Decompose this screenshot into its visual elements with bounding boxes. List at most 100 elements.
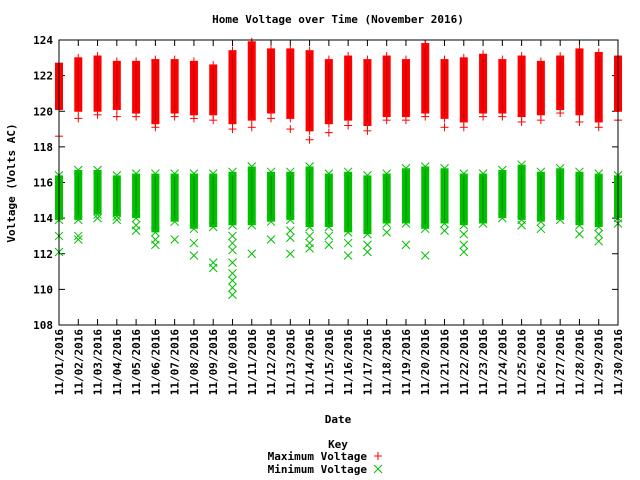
data-marks	[54, 37, 623, 300]
maximum-voltage-point	[170, 55, 179, 64]
minimum-voltage-point	[285, 167, 295, 177]
minimum-voltage-point	[112, 171, 122, 180]
minimum-voltage-point-stroke	[363, 171, 372, 180]
y-tick-label: 114	[33, 212, 53, 225]
x-tick-label: 11/26/2016	[535, 329, 548, 396]
minimum-voltage-point	[420, 162, 430, 171]
maximum-voltage-point	[74, 53, 83, 62]
y-tick-label: 108	[33, 319, 53, 332]
minimum-voltage-point	[228, 167, 237, 177]
minimum-voltage-point	[266, 235, 276, 244]
minimum-voltage-point	[440, 219, 449, 228]
y-tick-label: 120	[33, 105, 53, 118]
minimum-voltage-point	[189, 224, 199, 234]
minimum-voltage-point-stroke	[189, 251, 199, 260]
maximum-voltage-point	[189, 57, 198, 66]
minimum-voltage-point-stroke	[575, 167, 584, 177]
minimum-voltage-point	[93, 210, 102, 219]
minimum-voltage-point-stroke	[228, 220, 237, 230]
minimum-voltage-point	[594, 222, 604, 232]
minimum-voltage-point	[151, 235, 160, 244]
minimum-voltage-point-stroke	[382, 169, 392, 178]
minimum-voltage-point-stroke	[247, 220, 257, 230]
x-tick-label: 11/18/2016	[381, 329, 394, 396]
minimum-voltage-point-stroke	[343, 251, 353, 260]
x-tick-label: 11/08/2016	[188, 329, 201, 396]
minimum-voltage-point	[324, 231, 334, 241]
minimum-voltage-point-stroke	[131, 220, 141, 230]
minimum-voltage-point-stroke	[228, 245, 237, 255]
legend-marker-minimum-voltage	[373, 464, 383, 474]
x-tick-label: 11/30/2016	[612, 329, 625, 396]
minimum-voltage-point	[228, 238, 237, 248]
maximum-voltage-point	[382, 112, 391, 121]
minimum-voltage-point	[440, 226, 449, 235]
minimum-voltage-point-stroke	[170, 169, 180, 178]
minimum-voltage-point	[228, 276, 237, 285]
minimum-voltage-point	[189, 251, 199, 260]
minimum-voltage-point	[170, 169, 180, 178]
minimum-voltage-point-stroke	[575, 220, 584, 230]
x-tick-label: 11/01/2016	[53, 329, 66, 396]
minimum-voltage-point-stroke	[189, 224, 199, 234]
minimum-voltage-point	[285, 249, 295, 259]
minimum-voltage-point	[189, 169, 199, 178]
minimum-voltage-point-stroke	[420, 224, 430, 234]
minimum-voltage-point-stroke	[420, 251, 430, 260]
minimum-voltage-point	[440, 163, 449, 173]
maximum-voltage-point	[479, 109, 488, 118]
legend-marker-symbol	[373, 464, 383, 474]
maximum-voltage-point	[112, 105, 121, 114]
minimum-voltage-point	[517, 160, 526, 170]
maximum-voltage-point	[479, 50, 488, 59]
minimum-voltage-point	[555, 215, 565, 225]
minimum-voltage-point-stroke	[401, 163, 411, 173]
maximum-voltage-point	[459, 117, 468, 126]
minimum-voltage-point	[208, 169, 218, 178]
minimum-voltage-point	[343, 167, 353, 177]
maximum-voltage-point	[517, 112, 526, 121]
minimum-voltage-point	[131, 169, 141, 178]
legend-label-minimum-voltage: Minimum Voltage	[268, 463, 368, 476]
minimum-voltage-point	[228, 258, 237, 268]
maximum-voltage-point	[536, 110, 545, 119]
minimum-voltage-point-stroke	[112, 211, 122, 221]
maximum-voltage-point	[305, 135, 314, 144]
x-tick-label: 11/14/2016	[304, 329, 317, 396]
x-tick-label: 11/19/2016	[400, 329, 413, 396]
minimum-voltage-point-stroke	[151, 228, 160, 237]
maximum-voltage-point	[267, 44, 276, 53]
minimum-voltage-point	[305, 222, 314, 232]
plot-frame	[58, 39, 619, 326]
minimum-voltage-point	[93, 213, 102, 223]
maximum-voltage-point	[286, 44, 295, 53]
minimum-voltage-point-stroke	[343, 167, 353, 177]
minimum-voltage-point	[459, 169, 469, 178]
x-tick-label: 11/25/2016	[516, 329, 529, 396]
minimum-voltage-point	[208, 222, 218, 232]
maximum-voltage-point	[247, 123, 256, 132]
minimum-voltage-point	[575, 220, 584, 230]
maximum-voltage-point	[151, 55, 160, 64]
minimum-voltage-point-stroke	[343, 238, 353, 248]
minimum-voltage-point	[305, 238, 314, 248]
maximum-voltage-point	[112, 112, 121, 121]
minimum-voltage-point-stroke	[305, 222, 314, 232]
y-axis-label: Voltage (Volts AC)	[5, 123, 18, 242]
minimum-voltage-point-stroke	[382, 219, 392, 228]
minimum-voltage-point-stroke	[266, 235, 276, 244]
minimum-voltage-point-stroke	[363, 240, 372, 250]
minimum-voltage-point	[228, 283, 237, 292]
x-axis-label: Date	[325, 413, 352, 426]
minimum-voltage-point-stroke	[170, 217, 180, 227]
minimum-voltage-point-stroke	[594, 229, 604, 239]
minimum-voltage-point-stroke	[497, 213, 507, 223]
maximum-voltage-point	[286, 125, 295, 134]
minimum-voltage-point-stroke	[440, 163, 449, 173]
maximum-voltage-point	[267, 109, 276, 118]
minimum-voltage-point	[131, 213, 141, 223]
minimum-voltage-point-stroke	[93, 210, 102, 219]
minimum-voltage-point-stroke	[324, 240, 334, 250]
x-tick-label: 11/29/2016	[593, 329, 606, 396]
minimum-voltage-point	[112, 211, 122, 221]
